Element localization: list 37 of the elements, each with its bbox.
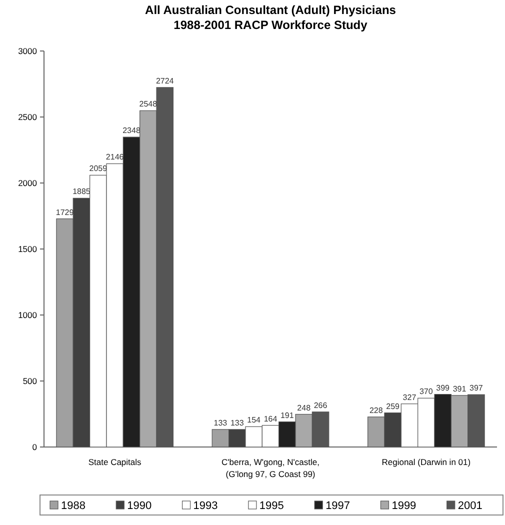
legend-label: 1990 xyxy=(127,500,152,512)
y-tick-label: 1500 xyxy=(18,244,38,254)
legend-label: 1993 xyxy=(193,500,218,512)
data-label: 397 xyxy=(470,384,484,393)
legend-label: 1995 xyxy=(259,500,284,512)
data-label: 2146 xyxy=(106,152,124,162)
y-tick-label: 500 xyxy=(22,376,38,386)
y-tick-label: 2000 xyxy=(18,178,38,188)
y-tick-label: 2500 xyxy=(18,112,38,122)
data-label: 399 xyxy=(436,383,450,392)
data-label: 266 xyxy=(314,400,328,410)
y-tick-label: 3000 xyxy=(18,46,38,56)
data-label: 1885 xyxy=(72,187,91,196)
data-label: 259 xyxy=(386,402,400,411)
legend-label: 1988 xyxy=(61,500,86,512)
legend-label: 1999 xyxy=(392,500,416,512)
data-label: 391 xyxy=(452,384,467,394)
y-tick-label: 1000 xyxy=(18,310,38,320)
data-label: 327 xyxy=(402,392,417,402)
data-label: 2724 xyxy=(156,76,174,86)
data-label: 2059 xyxy=(89,164,108,174)
x-tick-label: State Capitals xyxy=(88,457,142,467)
y-tick-label: 0 xyxy=(32,442,38,452)
legend-label: 1997 xyxy=(326,500,350,512)
data-label: 133 xyxy=(214,418,228,428)
data-label: 228 xyxy=(369,406,384,415)
chart-title: All Australian Consultant (Adult) Physicians 1988-2001 RACP Workforce Study xyxy=(145,3,396,32)
x-tick-label: C'berra, W'gong, N'castle, (G'long 97, G Coast 99) xyxy=(222,457,320,479)
legend-label: 2001 xyxy=(458,500,482,512)
data-label: 164 xyxy=(264,414,278,424)
data-label: 191 xyxy=(280,410,294,420)
x-tick-label: Regional (Darwin in 01) xyxy=(382,457,471,467)
data-label: 370 xyxy=(419,387,434,396)
data-label: 248 xyxy=(297,403,312,412)
data-label: 2548 xyxy=(139,100,158,109)
data-label: 154 xyxy=(247,416,262,425)
data-label: 133 xyxy=(230,418,244,428)
